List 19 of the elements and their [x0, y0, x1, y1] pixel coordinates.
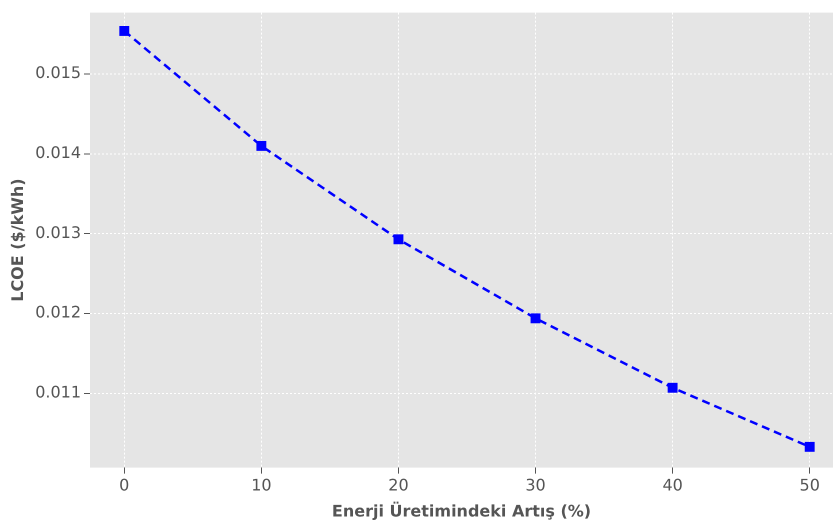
- x-tick-label: 30: [525, 475, 546, 494]
- x-tick-label: 40: [662, 475, 683, 494]
- x-tick-label: 20: [388, 475, 409, 494]
- x-tick-label: 50: [800, 475, 820, 494]
- y-tick-label: 0.012: [35, 302, 82, 322]
- point: [393, 234, 404, 244]
- y-tick-label: 0.011: [35, 382, 82, 402]
- point: [804, 442, 815, 452]
- y-tick-label: 0.014: [35, 143, 82, 162]
- point: [119, 26, 130, 36]
- x-tick-label: 0: [119, 475, 130, 494]
- y-tick-label: 0.015: [35, 63, 82, 82]
- y-tick-label: 0.013: [35, 222, 82, 242]
- point: [668, 382, 678, 393]
- point: [256, 140, 266, 151]
- x-axis-title: Enerji Üretimindeki Artış (%): [332, 502, 592, 521]
- x-tick-label: 10: [251, 475, 272, 494]
- point: [530, 313, 540, 324]
- y-axis-title: LCOE ($/kWh): [8, 178, 27, 302]
